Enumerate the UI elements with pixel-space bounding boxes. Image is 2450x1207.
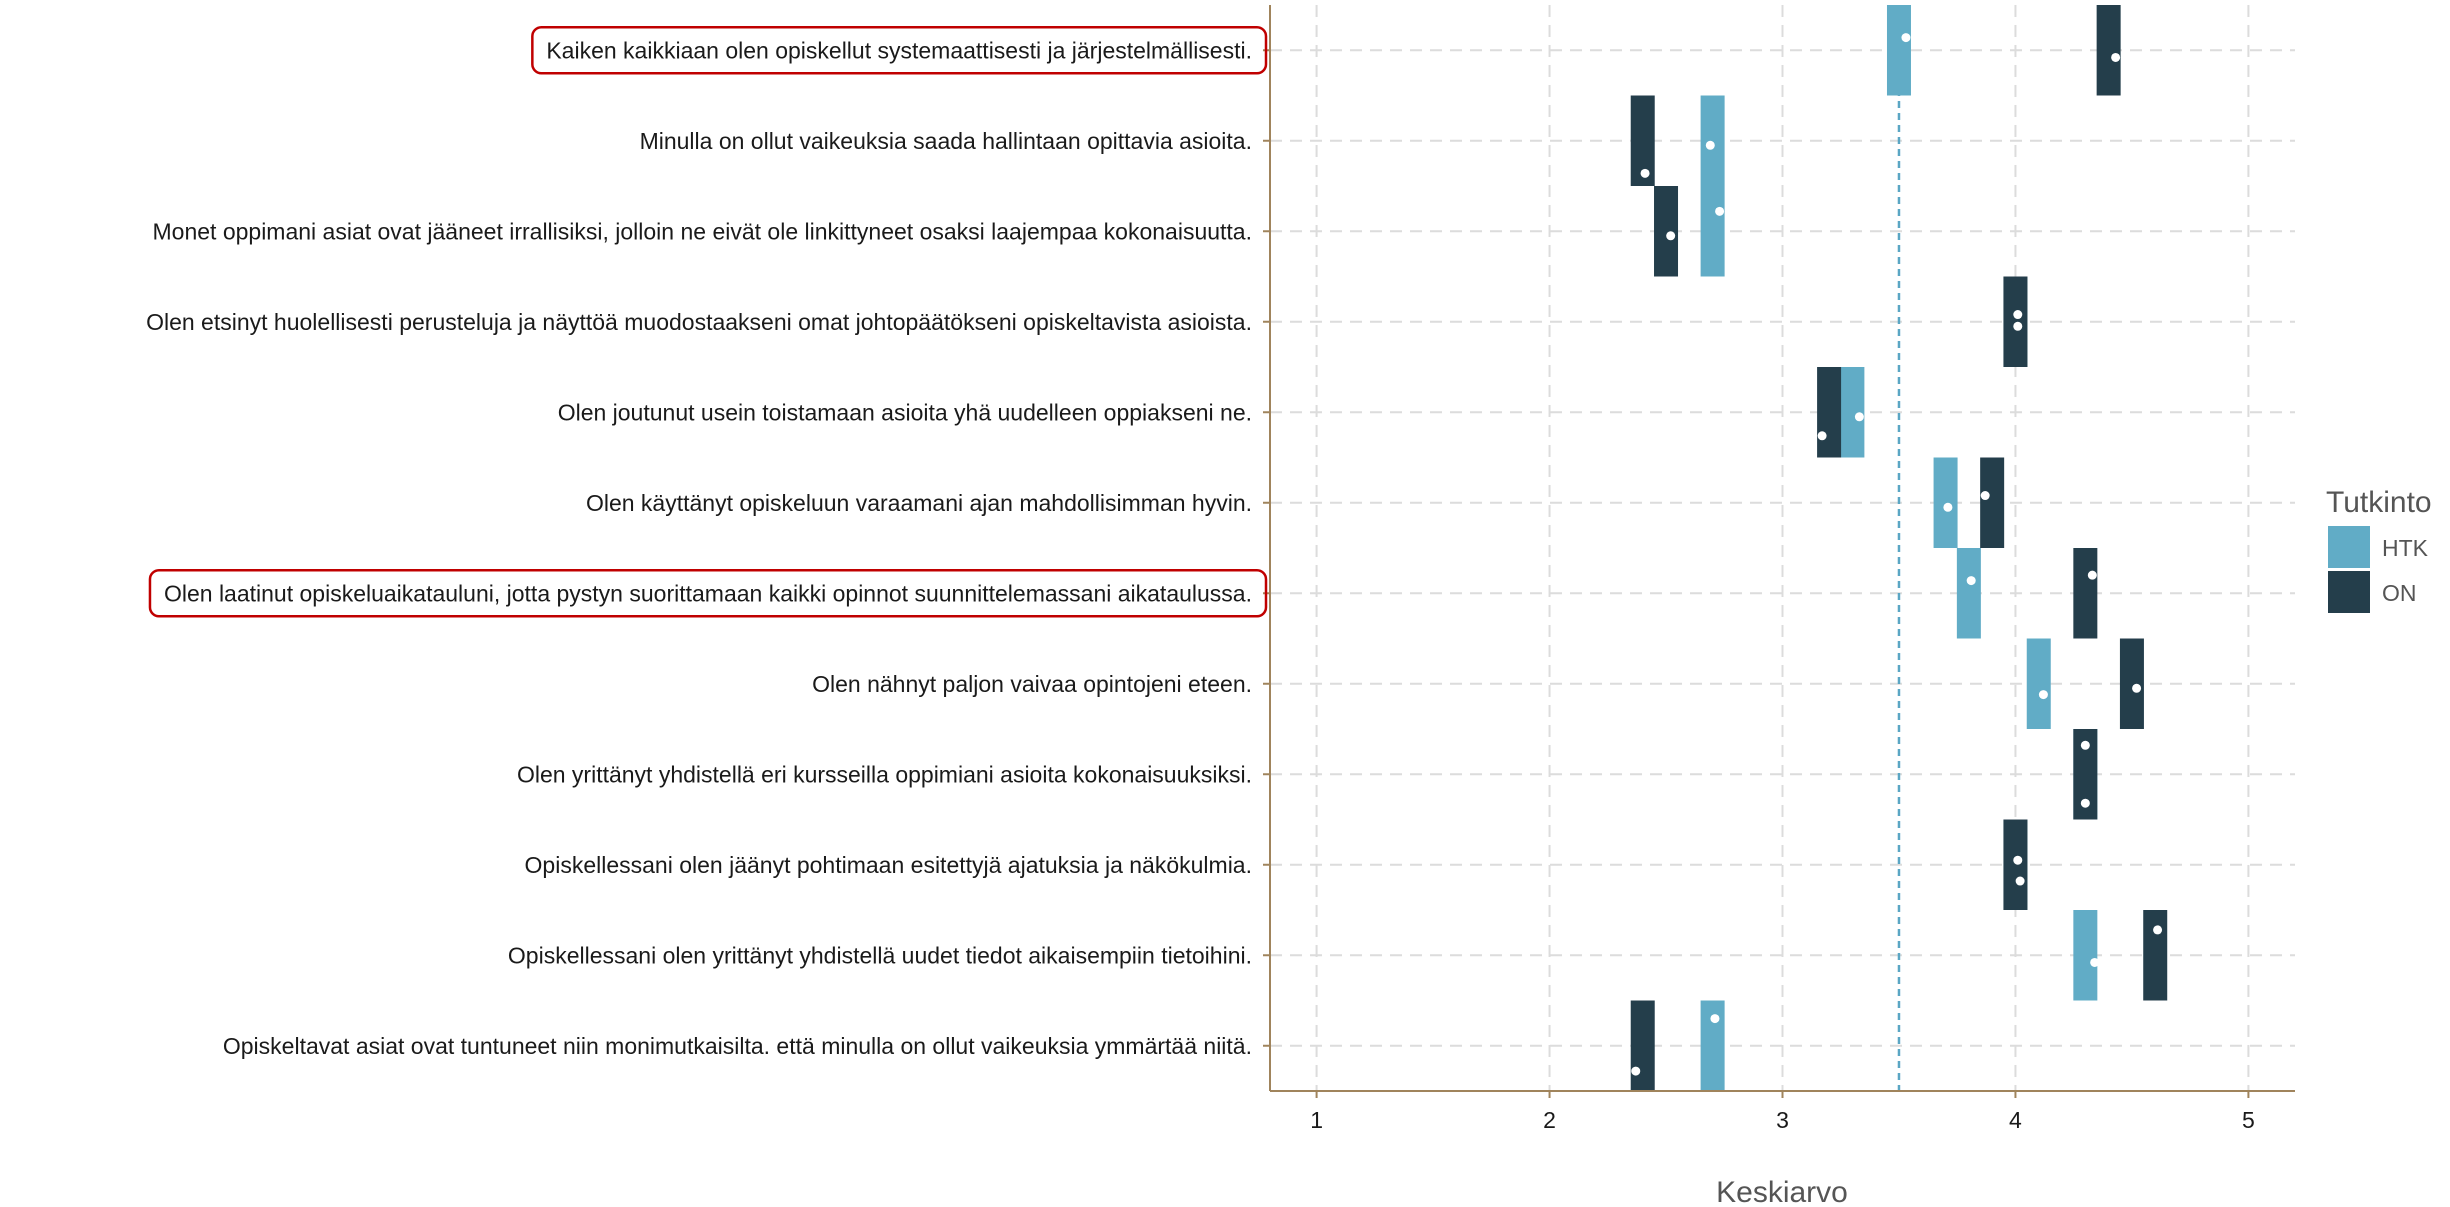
bar-htk <box>1956 548 1981 639</box>
bar-on <box>2143 910 2168 1001</box>
point-htk <box>1710 1014 1720 1024</box>
point-on <box>1817 431 1827 441</box>
x-axis-label: Keskiarvo <box>1716 1176 1848 1207</box>
point-on <box>1640 168 1650 178</box>
point-htk <box>2013 321 2023 331</box>
y-tick-label: Kaiken kaikkiaan olen opiskellut systema… <box>546 37 1252 63</box>
point-htk <box>1705 140 1715 150</box>
bar-on <box>1980 457 2005 548</box>
y-tick-label: Olen joutunut usein toistamaan asioita y… <box>558 399 1252 425</box>
bar-htk <box>1933 457 1958 548</box>
point-on <box>1666 231 1676 241</box>
bar-htk <box>1700 95 1725 186</box>
point-htk <box>2080 740 2090 750</box>
bar-htk <box>2073 910 2098 1001</box>
range-bars <box>1630 5 2168 1091</box>
legend-label-htk: HTK <box>2382 535 2429 561</box>
bar-on <box>2003 819 2028 910</box>
x-tick-label: 2 <box>1543 1107 1556 1133</box>
bar-htk <box>1700 186 1725 277</box>
bar-on <box>2119 638 2144 729</box>
legend-label-on: ON <box>2382 580 2417 606</box>
legend-swatch-htk <box>2328 526 2370 568</box>
point-htk <box>1854 412 1864 422</box>
bar-htk <box>1886 5 1911 96</box>
x-tick-label: 1 <box>1310 1107 1323 1133</box>
legend-title: Tutkinto <box>2326 486 2432 519</box>
bar-on <box>1630 1000 1655 1091</box>
x-tick-label: 5 <box>2242 1107 2255 1133</box>
bar-htk <box>1840 367 1865 458</box>
y-tick-label: Olen yrittänyt yhdistellä eri kursseilla… <box>517 761 1252 787</box>
point-on <box>2153 925 2163 935</box>
point-on <box>1631 1066 1641 1076</box>
axes <box>1263 5 2295 1098</box>
point-htk <box>2038 690 2048 700</box>
point-htk <box>1943 502 1953 512</box>
point-htk <box>2015 876 2025 886</box>
y-tick-label: Olen laatinut opiskeluaikatauluni, jotta… <box>164 580 1252 606</box>
point-on <box>2132 683 2142 693</box>
point-on <box>2111 52 2121 62</box>
data-points <box>1631 33 2163 1076</box>
highlight-box <box>531 26 1268 75</box>
point-htk <box>1901 33 1911 43</box>
point-on <box>2080 798 2090 808</box>
y-tick-label: Opiskeltavat asiat ovat tuntuneet niin m… <box>223 1033 1252 1059</box>
point-htk <box>2090 957 2100 967</box>
x-tick-labels: 1 2 3 4 5 <box>1310 1107 2255 1133</box>
point-htk <box>1966 576 1976 586</box>
grid-lines <box>1270 5 2295 1091</box>
y-tick-label: Olen käyttänyt opiskeluun varaamani ajan… <box>586 490 1252 516</box>
point-on <box>2087 570 2097 580</box>
bar-htk <box>2026 638 2051 729</box>
bar-on <box>2003 276 2028 367</box>
legend: Tutkinto HTK ON <box>2326 486 2432 613</box>
point-on <box>2013 855 2023 865</box>
point-htk <box>1715 206 1725 216</box>
bar-on <box>1654 186 1679 277</box>
x-tick-label: 4 <box>2009 1107 2022 1133</box>
category-highlights <box>148 26 1268 618</box>
bar-on <box>2073 548 2098 639</box>
y-tick-label: Olen etsinyt huolellisesti perusteluja j… <box>146 309 1252 335</box>
point-on <box>2013 310 2023 320</box>
highlight-box <box>148 569 1268 618</box>
bar-on <box>1817 367 1842 458</box>
bar-on <box>2096 5 2121 96</box>
point-on <box>1980 491 1990 501</box>
y-tick-labels: Kaiken kaikkiaan olen opiskellut systema… <box>146 37 1252 1059</box>
y-tick-label: Minulla on ollut vaikeuksia saada hallin… <box>640 128 1252 154</box>
y-tick-label: Monet oppimani asiat ovat jääneet irrall… <box>153 218 1253 244</box>
legend-swatch-on <box>2328 571 2370 613</box>
y-tick-label: Opiskellessani olen yrittänyt yhdistellä… <box>508 942 1252 968</box>
y-tick-label: Opiskellessani olen jäänyt pohtimaan esi… <box>525 852 1252 878</box>
bar-htk <box>1700 1000 1725 1091</box>
x-tick-label: 3 <box>1776 1107 1789 1133</box>
y-tick-label: Olen nähnyt paljon vaivaa opintojeni ete… <box>812 671 1252 697</box>
